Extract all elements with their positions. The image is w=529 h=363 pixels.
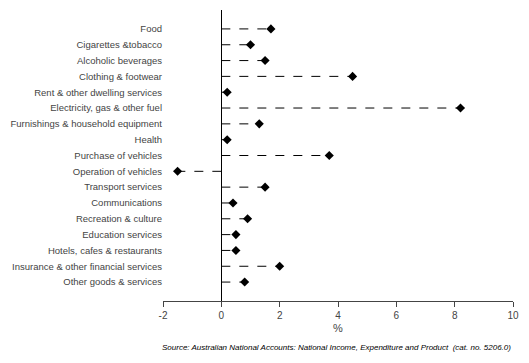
svg-text:Source: Australian National Ac: Source: Australian National Accounts: Na… [162,343,511,352]
svg-text:Recreation & culture: Recreation & culture [76,213,162,224]
svg-text:Clothing & footwear: Clothing & footwear [79,71,162,82]
svg-text:%: % [333,322,343,334]
svg-text:-2: -2 [159,310,168,321]
svg-text:6: 6 [394,310,400,321]
svg-text:0: 0 [219,310,225,321]
svg-text:Alcoholic beverages: Alcoholic beverages [77,55,162,66]
svg-text:Insurance & other financial se: Insurance & other financial services [12,261,162,272]
svg-text:Education services: Education services [82,229,162,240]
svg-text:Hotels, cafes & restaurants: Hotels, cafes & restaurants [48,245,162,256]
svg-text:Transport services: Transport services [84,181,162,192]
svg-text:2: 2 [277,310,283,321]
svg-text:Cigarettes &tobacco: Cigarettes &tobacco [76,39,162,50]
svg-text:Operation of vehicles: Operation of vehicles [73,166,162,177]
svg-text:8: 8 [452,310,458,321]
svg-text:10: 10 [507,310,519,321]
svg-text:Other goods & services: Other goods & services [63,276,162,287]
svg-text:Rent & other dwelling services: Rent & other dwelling services [34,87,162,98]
svg-text:Furnishings & household equipm: Furnishings & household equipment [10,118,162,129]
svg-text:Food: Food [140,23,162,34]
svg-text:Health: Health [135,134,162,145]
svg-text:Communications: Communications [91,197,162,208]
svg-text:Electricity, gas & other fuel: Electricity, gas & other fuel [50,102,162,113]
svg-text:4: 4 [335,310,341,321]
svg-text:Purchase of vehicles: Purchase of vehicles [74,150,162,161]
